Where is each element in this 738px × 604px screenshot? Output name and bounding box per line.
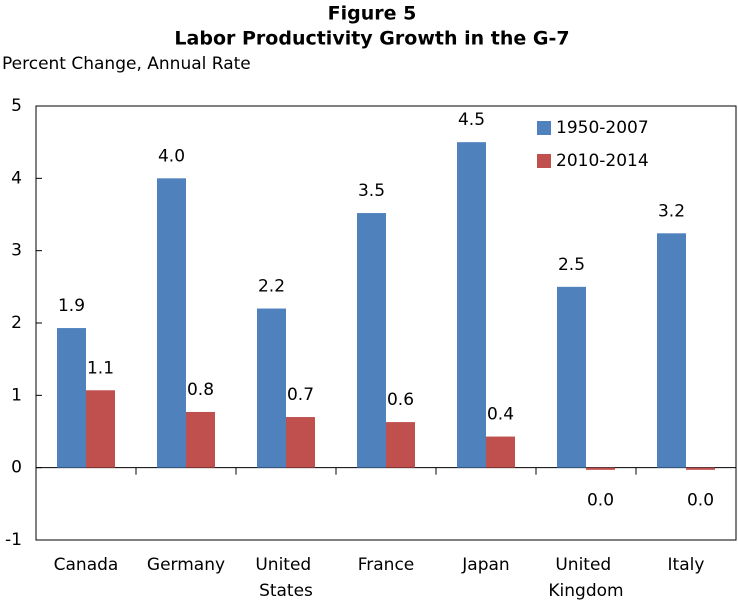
y-tick-label: 2 <box>11 313 22 333</box>
value-label: 0.6 <box>387 390 414 410</box>
bar <box>357 213 386 468</box>
value-label: 3.5 <box>358 181 385 201</box>
y-tick-label: 3 <box>11 241 22 261</box>
x-tick-label: Japan <box>461 555 509 575</box>
value-label: 0.0 <box>687 491 714 511</box>
bar <box>386 422 415 468</box>
y-tick-label: 4 <box>11 168 22 188</box>
bar <box>157 178 186 468</box>
bar <box>486 436 515 468</box>
bar <box>186 411 215 468</box>
bar <box>57 328 86 468</box>
value-label: 0.0 <box>587 491 614 511</box>
bar <box>657 233 686 468</box>
value-label: 0.8 <box>187 380 214 400</box>
x-tick-label: France <box>358 555 415 575</box>
value-label: 3.2 <box>658 201 685 221</box>
y-tick-label: -1 <box>5 530 22 550</box>
y-axis-label: Percent Change, Annual Rate <box>2 54 251 74</box>
value-label: 4.5 <box>458 110 485 130</box>
y-tick-label: 0 <box>11 458 22 478</box>
value-label: 0.7 <box>287 385 314 405</box>
bar <box>557 286 586 468</box>
value-label: 2.5 <box>558 255 585 275</box>
y-tick-label: 5 <box>11 96 22 116</box>
x-tick-label: United Kingdom <box>548 555 623 601</box>
x-tick-label: Canada <box>54 555 119 575</box>
bar <box>86 390 115 468</box>
legend-label: 2010-2014 <box>556 151 649 171</box>
value-label: 2.2 <box>258 277 285 297</box>
legend-swatch <box>537 121 551 135</box>
value-label: 1.9 <box>58 296 85 316</box>
value-label: 4.0 <box>158 146 185 166</box>
chart-title: Figure 5 <box>328 3 417 25</box>
bar <box>286 417 315 468</box>
y-tick-label: 1 <box>11 385 22 405</box>
x-tick-label: Germany <box>147 555 225 575</box>
value-label: 0.4 <box>487 405 514 425</box>
bar <box>457 142 486 468</box>
bar <box>586 467 615 470</box>
x-tick-label: United States <box>255 555 316 601</box>
x-tick-label: Italy <box>668 555 705 575</box>
bar <box>257 308 286 468</box>
value-label: 1.1 <box>87 358 114 378</box>
legend-label: 1950-2007 <box>556 118 649 138</box>
legend-swatch <box>537 154 551 168</box>
chart-subtitle: Labor Productivity Growth in the G-7 <box>174 28 569 50</box>
bar <box>686 467 715 470</box>
